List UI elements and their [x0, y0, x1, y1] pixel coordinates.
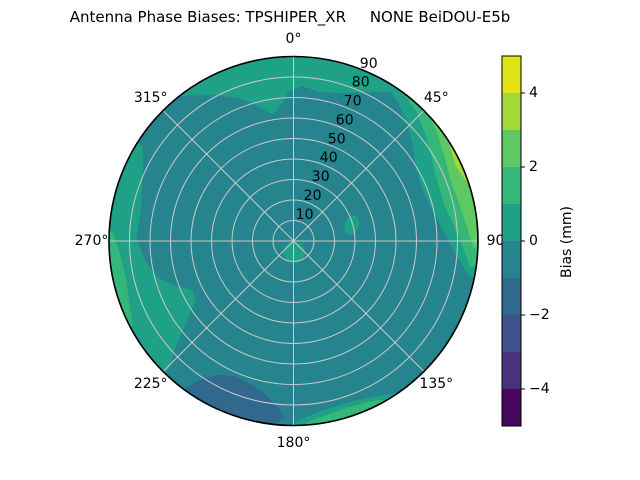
colorbar-band-5 — [502, 241, 521, 279]
colorbar-axis-label: Bias (mm) — [559, 206, 575, 278]
colorbar-tick-label--2: −2 — [529, 307, 550, 323]
r-tick-label-20: 20 — [304, 188, 322, 204]
theta-tick-label-90: 90 — [487, 233, 505, 249]
r-tick-label-50: 50 — [328, 131, 346, 147]
colorbar-band-3 — [502, 167, 521, 205]
theta-tick-label-270: 270° — [75, 233, 109, 249]
polar-grid — [109, 56, 478, 426]
theta-tick-label-135: 135° — [419, 376, 453, 392]
colorbar-band-9 — [502, 389, 521, 427]
colorbar-tick-label-2: 2 — [529, 159, 538, 175]
colorbar-band-4 — [502, 204, 521, 242]
colorbar-band-1 — [502, 93, 521, 131]
r-tick-label-60: 60 — [336, 112, 354, 128]
colorbar: 4 2 0 −2 −4 — [501, 55, 550, 427]
grid-spoke-135 — [162, 110, 425, 372]
theta-tick-label-45: 45° — [424, 90, 449, 106]
colorbar-band-7 — [502, 315, 521, 353]
r-tick-label-10: 10 — [296, 207, 314, 223]
r-tick-label-90: 90 — [360, 56, 378, 72]
colorbar-tick-label-0: 0 — [529, 233, 538, 249]
r-tick-label-30: 30 — [312, 169, 330, 185]
theta-tick-label-180: 180° — [277, 435, 311, 451]
colorbar-band-8 — [502, 352, 521, 390]
colorbar-band-6 — [502, 278, 521, 316]
chart-title: Antenna Phase Biases: TPSHIPER_XR NONE B… — [69, 8, 511, 26]
contour-region-mid-right-spot — [344, 215, 360, 236]
colorbar-band-0 — [502, 56, 521, 94]
polar-outline — [108, 55, 479, 427]
axis-labels: 0° 45° 90 135° 180° 225° 270° 315° 10 20 30 40 50 60 7… — [75, 31, 505, 451]
colorbar-tick-label-4: 4 — [529, 85, 538, 101]
r-tick-label-70: 70 — [344, 94, 362, 110]
r-tick-label-40: 40 — [320, 150, 338, 166]
r-tick-label-80: 80 — [352, 75, 370, 91]
theta-tick-label-0: 0° — [286, 31, 302, 47]
colorbar-band-2 — [502, 130, 521, 168]
colorbar-tick-label--4: −4 — [529, 381, 550, 397]
theta-tick-label-225: 225° — [134, 376, 168, 392]
theta-tick-label-315: 315° — [134, 90, 168, 106]
